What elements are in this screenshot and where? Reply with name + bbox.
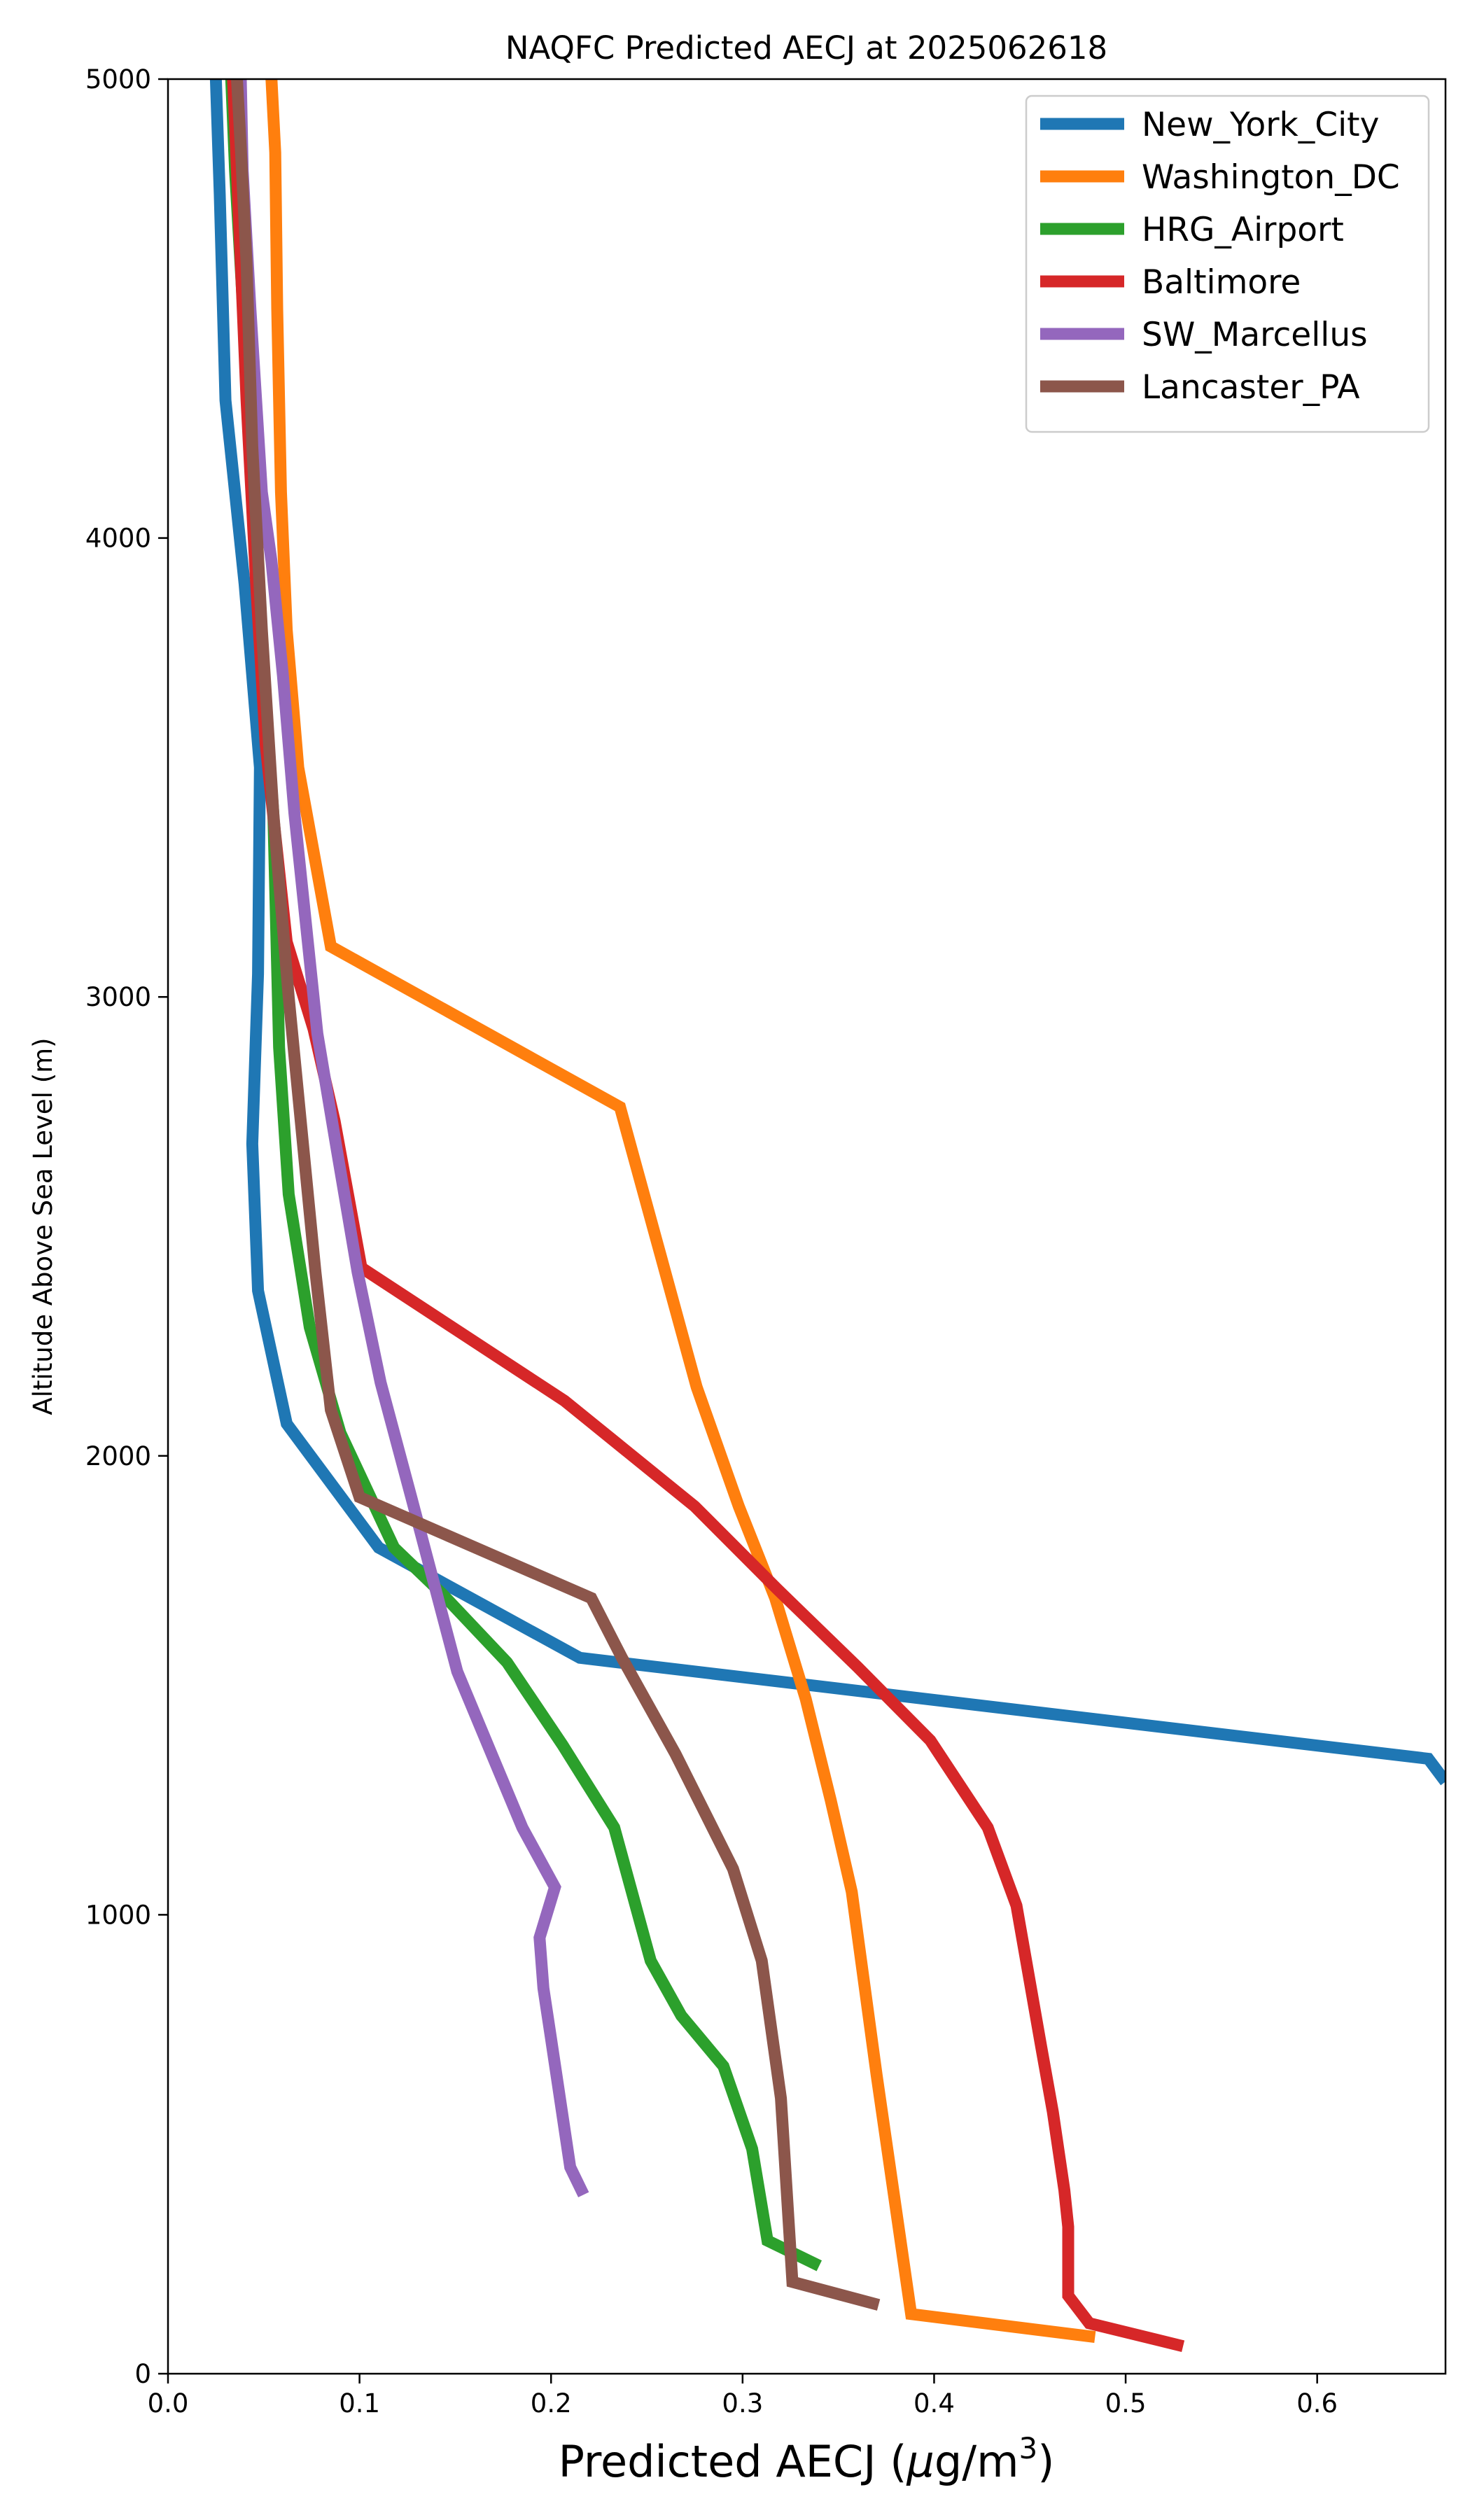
x-axis-label: Predicted AECJ (μg/m3) <box>559 2431 1055 2487</box>
x-axis-label-mu: μ <box>906 2436 934 2487</box>
series-line-Washington_DC <box>265 79 1096 2344</box>
x-axis-label-main: Predicted AECJ ( <box>559 2436 907 2487</box>
legend: New_York_City Washington_DC HRG_Airport Bal… <box>1025 94 1430 433</box>
legend-box <box>1025 94 1430 433</box>
y-axis: 0 1000 2000 3000 4000 5000 <box>85 64 168 2389</box>
x-tick-label: 0.2 <box>531 2388 572 2418</box>
x-tick-label: 0.6 <box>1296 2388 1338 2418</box>
legend-label: New_York_City <box>1142 106 1379 144</box>
legend-label: Washington_DC <box>1142 158 1400 197</box>
legend-label: Baltimore <box>1142 263 1301 302</box>
x-axis: 0.0 0.1 0.2 0.3 0.4 0.5 0.6 <box>148 2374 1338 2418</box>
series-line-Lancaster_PA <box>231 79 881 2311</box>
x-tick-label: 0.5 <box>1105 2388 1147 2418</box>
x-axis-label-close: ) <box>1037 2436 1054 2487</box>
y-tick-label: 1000 <box>85 1900 151 1930</box>
y-tick-label: 0 <box>134 2359 151 2389</box>
legend-label: Lancaster_PA <box>1142 368 1360 407</box>
plot-area-frame <box>167 78 1447 2375</box>
x-tick-label: 0.1 <box>339 2388 380 2418</box>
x-axis-label-unit: g/m <box>934 2436 1019 2487</box>
legend-label: SW_Marcellus <box>1142 316 1368 354</box>
x-axis-label-sup: 3 <box>1018 2431 1037 2465</box>
y-tick-label: 5000 <box>85 64 151 94</box>
y-tick-label: 2000 <box>85 1441 151 1471</box>
series-layer <box>209 79 1446 2352</box>
x-tick-label: 0.0 <box>148 2388 189 2418</box>
chart-title: NAQFC Predicted AECJ at 2025062618 <box>505 29 1107 66</box>
legend-label: HRG_Airport <box>1142 211 1344 249</box>
y-tick-label: 3000 <box>85 982 151 1012</box>
y-tick-label: 4000 <box>85 524 151 554</box>
y-axis-label: Altitude Above Sea Level (m) <box>28 1037 58 1415</box>
series-line-New_York_City <box>209 79 1446 1786</box>
series-line-HRG_Airport <box>225 79 822 2272</box>
series-line-SW_Marcellus <box>234 79 589 2198</box>
x-tick-label: 0.4 <box>913 2388 955 2418</box>
x-tick-label: 0.3 <box>722 2388 763 2418</box>
